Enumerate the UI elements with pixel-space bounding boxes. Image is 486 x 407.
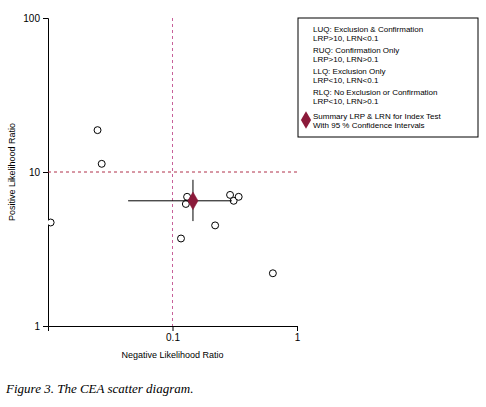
tick-mark: [297, 326, 298, 331]
legend-label: LUQ: Exclusion & Confirmation: [313, 25, 423, 34]
legend: LUQ: Exclusion & ConfirmationLRP>10, LRN…: [298, 18, 478, 137]
legend-swatch: [301, 111, 311, 129]
study-point: [98, 160, 105, 167]
study-point: [269, 270, 276, 277]
marks: [48, 18, 297, 326]
legend-rule: LRP<10, LRN<0.1: [313, 76, 379, 85]
tick-label: 1: [34, 321, 40, 332]
x-confidence-interval: [128, 200, 232, 201]
tick-label: 0.1: [166, 332, 180, 343]
legend-box: [298, 18, 478, 137]
tick-mark: [43, 326, 48, 327]
tick-mark: [43, 18, 48, 19]
reference-line: [48, 172, 297, 173]
axis-line: [43, 19, 49, 327]
legend-label: Summary LRP & LRN for Index Test: [313, 112, 442, 121]
x-axis: 0.11: [49, 326, 301, 343]
axis-line: [49, 327, 298, 332]
y-axis: 1 10 100: [23, 13, 48, 332]
legend-label: RLQ: No Exclusion or Confirmation: [313, 88, 438, 97]
study-point: [235, 193, 242, 200]
tick-label: 10: [29, 167, 41, 178]
tick-mark: [43, 172, 48, 173]
study-point: [212, 222, 219, 229]
legend-label: LLQ: Exclusion Only: [313, 67, 385, 76]
plot: 0.11110100Negative Likelihood RatioPosit…: [7, 13, 301, 360]
caption: Figure 3. The CEA scatter diagram.: [5, 381, 193, 396]
tick: 1: [295, 326, 301, 343]
summary-point: [188, 192, 198, 210]
legend-rule: LRP>10, LRN<0.1: [313, 34, 379, 43]
chart: 0.11110100Negative Likelihood RatioPosit…: [0, 0, 486, 407]
tick: 10: [29, 167, 48, 178]
study-point: [94, 127, 101, 134]
tick: 1: [34, 321, 48, 332]
tick-label: 100: [23, 13, 40, 24]
tick: 0.1: [166, 326, 180, 343]
legend-label: With 95 % Confidence Intervals: [313, 121, 425, 130]
study-point: [48, 219, 54, 226]
tick-label: 1: [295, 332, 301, 343]
tick-mark: [173, 326, 174, 331]
legend-label: RUQ: Confirmation Only: [313, 46, 399, 55]
tick: 100: [23, 13, 48, 24]
y-axis-title: Positive Likelihood Ratio: [7, 123, 17, 221]
x-axis-title: Negative Likelihood Ratio: [121, 350, 223, 360]
legend-rule: LRP<10, LRN>0.1: [313, 97, 379, 106]
reference-line: [172, 18, 173, 326]
study-point: [178, 235, 185, 242]
legend-rule: LRP>10, LRN>0.1: [313, 55, 379, 64]
